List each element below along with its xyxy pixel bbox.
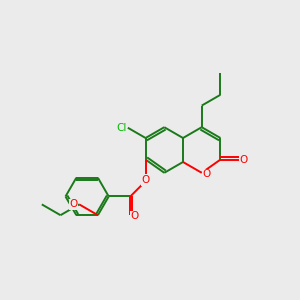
Text: O: O <box>240 154 248 165</box>
Text: O: O <box>70 200 78 209</box>
Text: O: O <box>142 175 150 185</box>
Text: O: O <box>131 211 139 221</box>
Text: O: O <box>202 169 210 179</box>
Text: Cl: Cl <box>116 123 126 133</box>
